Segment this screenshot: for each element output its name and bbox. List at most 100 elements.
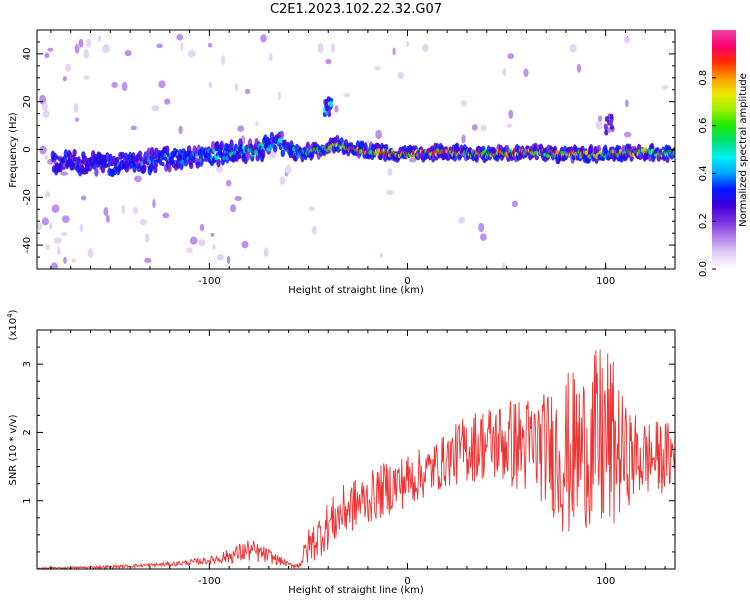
spectrogram-cell	[328, 100, 333, 107]
spectrogram-cell	[212, 244, 216, 250]
spectrogram-cell	[647, 152, 653, 162]
spectrogram-cell	[219, 150, 223, 156]
spectrogram-cell	[37, 222, 43, 231]
x-tick-label: 0	[404, 276, 410, 287]
spectrogram-cell	[501, 262, 506, 269]
spectrogram-cell	[146, 147, 151, 158]
spectrogram-cell	[61, 215, 70, 223]
spectrogram-cell	[272, 144, 278, 153]
spectrogram-cell	[142, 164, 147, 173]
spectrogram-cell	[603, 123, 608, 130]
spectrogram-cell	[120, 151, 125, 159]
spectrogram-cell	[158, 80, 166, 89]
spectrogram-cell	[311, 225, 317, 235]
spectrogram-cell	[180, 159, 185, 165]
spectrogram-cell	[132, 207, 139, 214]
spectrogram-cell	[474, 154, 479, 163]
snr-y-multiplier: (x104)	[6, 309, 19, 340]
y-tick-label: -40	[22, 237, 33, 253]
spectrogram-cell	[422, 43, 429, 52]
spectrogram-cell	[397, 71, 404, 80]
spectrogram-cell	[47, 47, 54, 52]
spectrogram-cell	[244, 88, 251, 95]
snr-y-ticks: 1 2 3	[22, 329, 675, 570]
spectrogram-cell	[210, 232, 215, 237]
spectrogram-cell	[576, 63, 582, 73]
spectrogram-cell	[208, 81, 213, 89]
spectrogram-cell	[97, 34, 102, 43]
spectrogram-cell	[151, 105, 160, 112]
spectrogram-cell	[130, 125, 137, 131]
spectrogram-y-label: Frequency (Hz)	[8, 112, 19, 188]
spectrogram-cell	[461, 134, 466, 144]
spectrogram-cell	[180, 41, 184, 51]
spectrogram-cell	[87, 247, 94, 258]
spectrogram-cell	[42, 109, 50, 118]
spectrogram-cell	[672, 150, 675, 156]
spectrogram-cell	[260, 34, 267, 43]
spectrogram-cell	[334, 105, 339, 113]
spectrogram-cell	[406, 41, 410, 48]
spectrogram-cell	[123, 152, 129, 160]
spectrogram-cell	[375, 129, 382, 140]
spectrogram-cell	[154, 162, 158, 168]
colorbar-tick-label: 0.4	[698, 165, 709, 181]
spectrogram-cell	[73, 103, 79, 113]
spectrogram-cell	[144, 257, 152, 264]
spectrogram-cell	[308, 206, 315, 211]
spectrogram-cell	[70, 160, 75, 165]
spectrogram-cell	[502, 68, 507, 76]
spectrogram-cell	[161, 161, 165, 167]
spectrogram-cell	[317, 43, 324, 53]
colorbar-tick-label: 0.6	[698, 118, 709, 134]
spectrogram-cell	[162, 212, 170, 219]
spectrogram-cell	[83, 75, 90, 80]
spectrogram-cell	[366, 138, 370, 144]
spectrogram-cell	[623, 131, 632, 138]
spectrogram-cell	[74, 117, 79, 122]
spectrogram-cell	[280, 149, 285, 158]
spectrogram-cell	[324, 102, 329, 109]
spectrogram-panel: -100 0 100 -40 -20 0 20 40 Height of straight …	[8, 29, 676, 296]
spectrogram-cell	[51, 204, 60, 213]
snr-line	[37, 349, 675, 569]
spectrogram-cell	[80, 195, 87, 201]
spectrogram-cell	[86, 38, 92, 48]
spectrogram-cell	[199, 223, 205, 232]
spectrogram-heatmap	[37, 34, 675, 269]
spectrogram-cell	[189, 161, 194, 170]
spectrogram-x-label: Height of straight line (km)	[288, 285, 424, 296]
spectrogram-cell	[94, 167, 99, 177]
spectrogram-cell	[44, 154, 49, 160]
spectrogram-cell	[185, 247, 193, 254]
colorbar-label: Normalized spectral amplitude	[738, 73, 749, 227]
spectrogram-cell	[279, 176, 286, 185]
spectrogram-cell	[285, 164, 292, 175]
spectrogram-cell	[144, 233, 150, 243]
spectrogram-cell	[268, 53, 273, 62]
colorbar-tick-label: 0.8	[698, 70, 709, 86]
spectrogram-cell	[164, 98, 171, 105]
spectrogram-cell	[222, 156, 226, 161]
spectrogram-cell	[62, 76, 67, 82]
colorbar: 0.0 0.2 0.4 0.6 0.8 Normalized spectral ampl…	[698, 30, 749, 277]
spectrogram-cell	[386, 189, 394, 196]
spectrogram-cell	[296, 154, 300, 159]
spectrogram-cell	[50, 262, 59, 269]
spectrogram-x-ticks: -100 0 100	[50, 30, 666, 287]
y-tick-label: -20	[22, 189, 33, 205]
spectrogram-cell	[121, 81, 128, 92]
spectrogram-cell	[41, 217, 49, 226]
spectrogram-cell	[164, 156, 168, 162]
spectrogram-cell	[63, 256, 67, 264]
snr-panel: -100 0 100 1 2 3 Height of straight line (km…	[6, 309, 676, 596]
spectrogram-cell	[460, 100, 467, 107]
spectrogram-cell	[569, 44, 577, 53]
spectrogram-cell	[277, 91, 281, 101]
spectrogram-cell	[506, 123, 513, 128]
spectrogram-cell	[609, 119, 614, 126]
spectrogram-cell	[511, 200, 518, 208]
x-tick-label: 0	[404, 576, 410, 587]
spectrogram-cell	[662, 84, 669, 90]
